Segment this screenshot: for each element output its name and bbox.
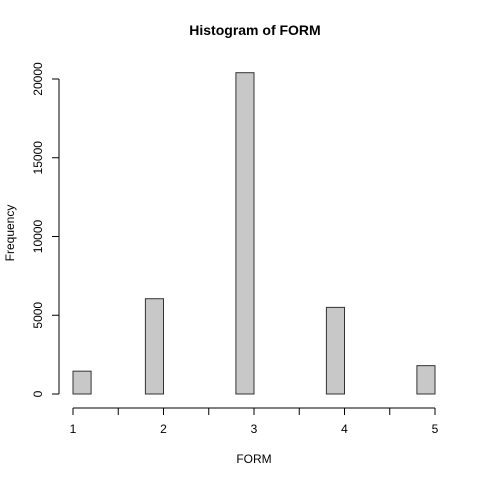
histogram-bar-9 <box>235 72 255 395</box>
x-tick-label-2: 2 <box>160 422 167 436</box>
x-tick-label-4: 4 <box>341 422 348 436</box>
y-tick-label-5000: 5000 <box>31 302 45 329</box>
y-tick-label-0: 0 <box>31 390 45 397</box>
x-tick-label-3: 3 <box>251 422 258 436</box>
histogram-bar-0 <box>72 370 92 395</box>
x-tick-label-5: 5 <box>432 422 439 436</box>
x-axis-label: FORM <box>236 452 271 466</box>
histogram-bar-19 <box>416 365 436 395</box>
y-axis: 0 5000 10000 15000 20000 <box>31 62 60 397</box>
y-tick-label-15000: 15000 <box>31 141 45 175</box>
histogram-bar-4 <box>144 298 164 395</box>
histogram-bar-14 <box>325 306 345 395</box>
chart-title: Histogram of FORM <box>189 22 320 38</box>
x-axis: 1 2 3 4 5 <box>70 407 439 436</box>
bars-group <box>72 72 436 395</box>
x-tick-label-1: 1 <box>70 422 77 436</box>
y-tick-label-10000: 10000 <box>31 219 45 253</box>
y-tick-label-20000: 20000 <box>31 62 45 96</box>
y-axis-label: Frequency <box>3 205 17 262</box>
